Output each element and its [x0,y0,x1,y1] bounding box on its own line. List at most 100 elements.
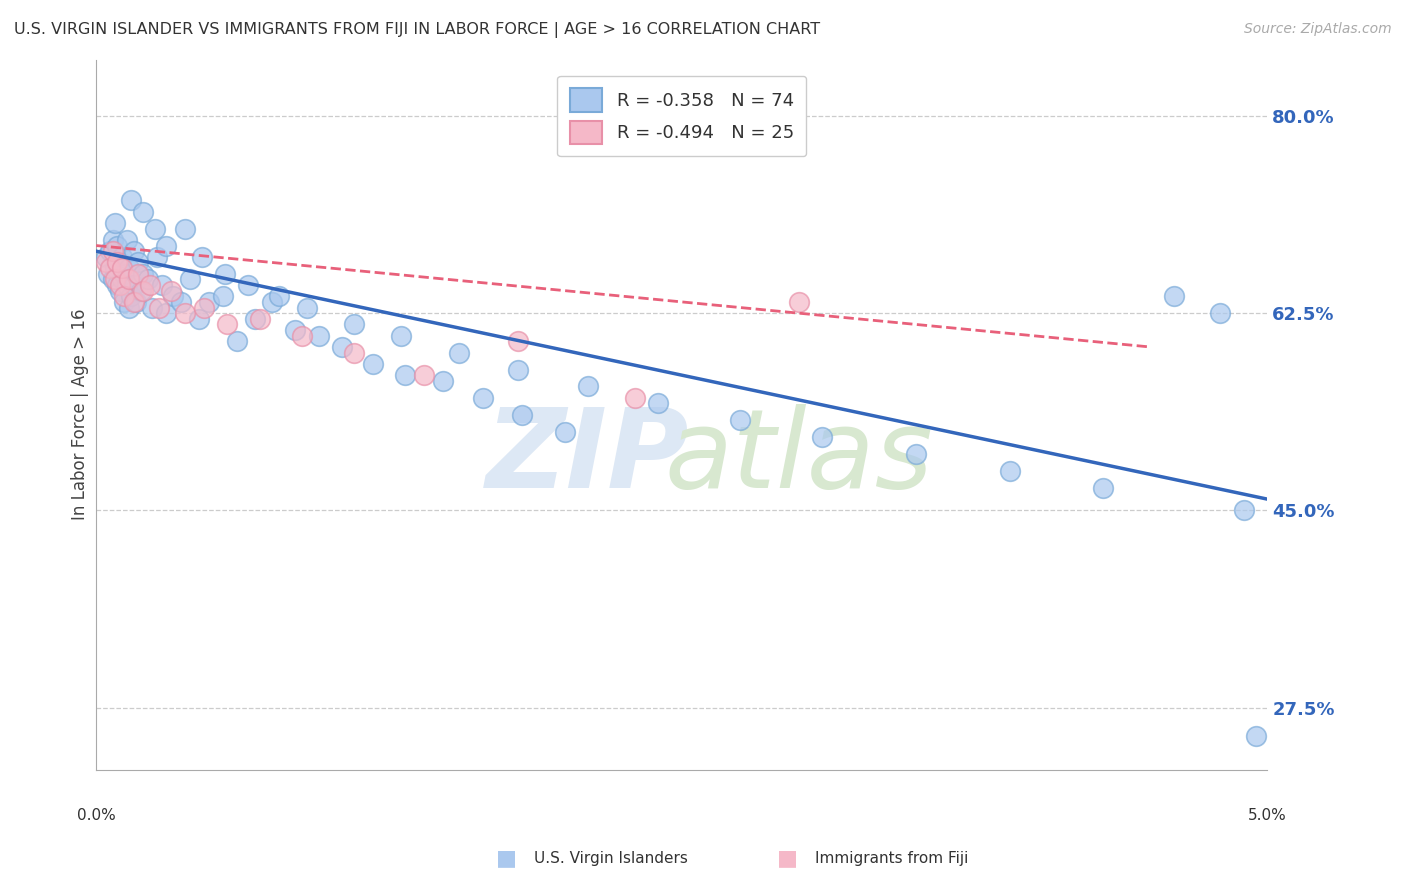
Point [512,408,534,422]
Point [267,289,290,303]
Point [343,318,366,332]
Point [1209,306,1232,320]
Point [132,284,155,298]
Point [624,391,647,405]
Point [811,430,834,444]
Point [150,278,173,293]
Text: ■: ■ [496,848,516,868]
Point [904,447,927,461]
Point [449,345,471,359]
Point [506,362,529,376]
Point [284,323,307,337]
Point [122,294,145,309]
Point [245,311,267,326]
Point [576,379,599,393]
Point [179,272,201,286]
Point [120,289,142,303]
Point [108,278,131,293]
Point [101,233,124,247]
Point [160,284,183,298]
Point [188,311,211,326]
Point [471,391,494,405]
Point [225,334,247,349]
Point [141,301,163,315]
Point [127,255,149,269]
Point [104,272,127,286]
Point [146,250,169,264]
Point [132,204,155,219]
Point [998,464,1021,478]
Point [129,284,152,298]
Point [125,294,148,309]
Point [214,267,236,281]
Point [730,413,752,427]
Point [647,396,669,410]
Point [249,311,271,326]
Text: atlas: atlas [665,404,934,511]
Point [238,278,260,293]
Point [413,368,436,383]
Point [143,221,166,235]
Point [101,272,124,286]
Point [105,278,128,293]
Point [111,250,134,264]
Point [162,289,184,303]
Point [115,278,138,293]
Text: 0.0%: 0.0% [77,808,115,823]
Point [105,238,128,252]
Point [118,301,141,315]
Point [118,272,141,286]
Point [1092,481,1115,495]
Point [361,357,384,371]
Point [112,267,135,281]
Point [105,255,128,269]
Point [98,244,121,259]
Legend: R = -0.358   N = 74, R = -0.494   N = 25: R = -0.358 N = 74, R = -0.494 N = 25 [557,76,807,156]
Point [112,289,135,303]
Point [132,267,155,281]
Point [108,255,131,269]
Text: ZIP: ZIP [486,404,690,511]
Point [104,261,127,276]
Text: U.S. VIRGIN ISLANDER VS IMMIGRANTS FROM FIJI IN LABOR FORCE | AGE > 16 CORRELATI: U.S. VIRGIN ISLANDER VS IMMIGRANTS FROM … [14,22,820,38]
Point [1244,729,1267,743]
Point [97,267,120,281]
Point [389,328,412,343]
Point [101,244,124,259]
Point [122,244,145,259]
Point [108,284,131,298]
Point [139,278,162,293]
Point [115,233,138,247]
Text: ■: ■ [778,848,797,868]
Point [1233,503,1256,517]
Point [787,294,810,309]
Point [94,250,117,264]
Text: Source: ZipAtlas.com: Source: ZipAtlas.com [1244,22,1392,37]
Point [98,261,121,276]
Point [506,334,529,349]
Point [343,345,366,359]
Point [94,255,117,269]
Point [122,278,145,293]
Point [260,294,283,309]
Point [155,306,177,320]
Point [308,328,330,343]
Point [111,272,134,286]
Point [120,194,142,208]
Point [432,374,454,388]
Point [148,301,170,315]
Point [394,368,416,383]
Point [112,294,135,309]
Point [174,221,197,235]
Point [197,294,219,309]
Text: Immigrants from Fiji: Immigrants from Fiji [815,851,969,865]
Point [211,289,233,303]
Point [193,301,215,315]
Point [118,261,141,276]
Point [169,294,191,309]
Point [174,306,197,320]
Point [1163,289,1185,303]
Text: 5.0%: 5.0% [1249,808,1286,823]
Point [155,238,177,252]
Point [111,261,134,276]
